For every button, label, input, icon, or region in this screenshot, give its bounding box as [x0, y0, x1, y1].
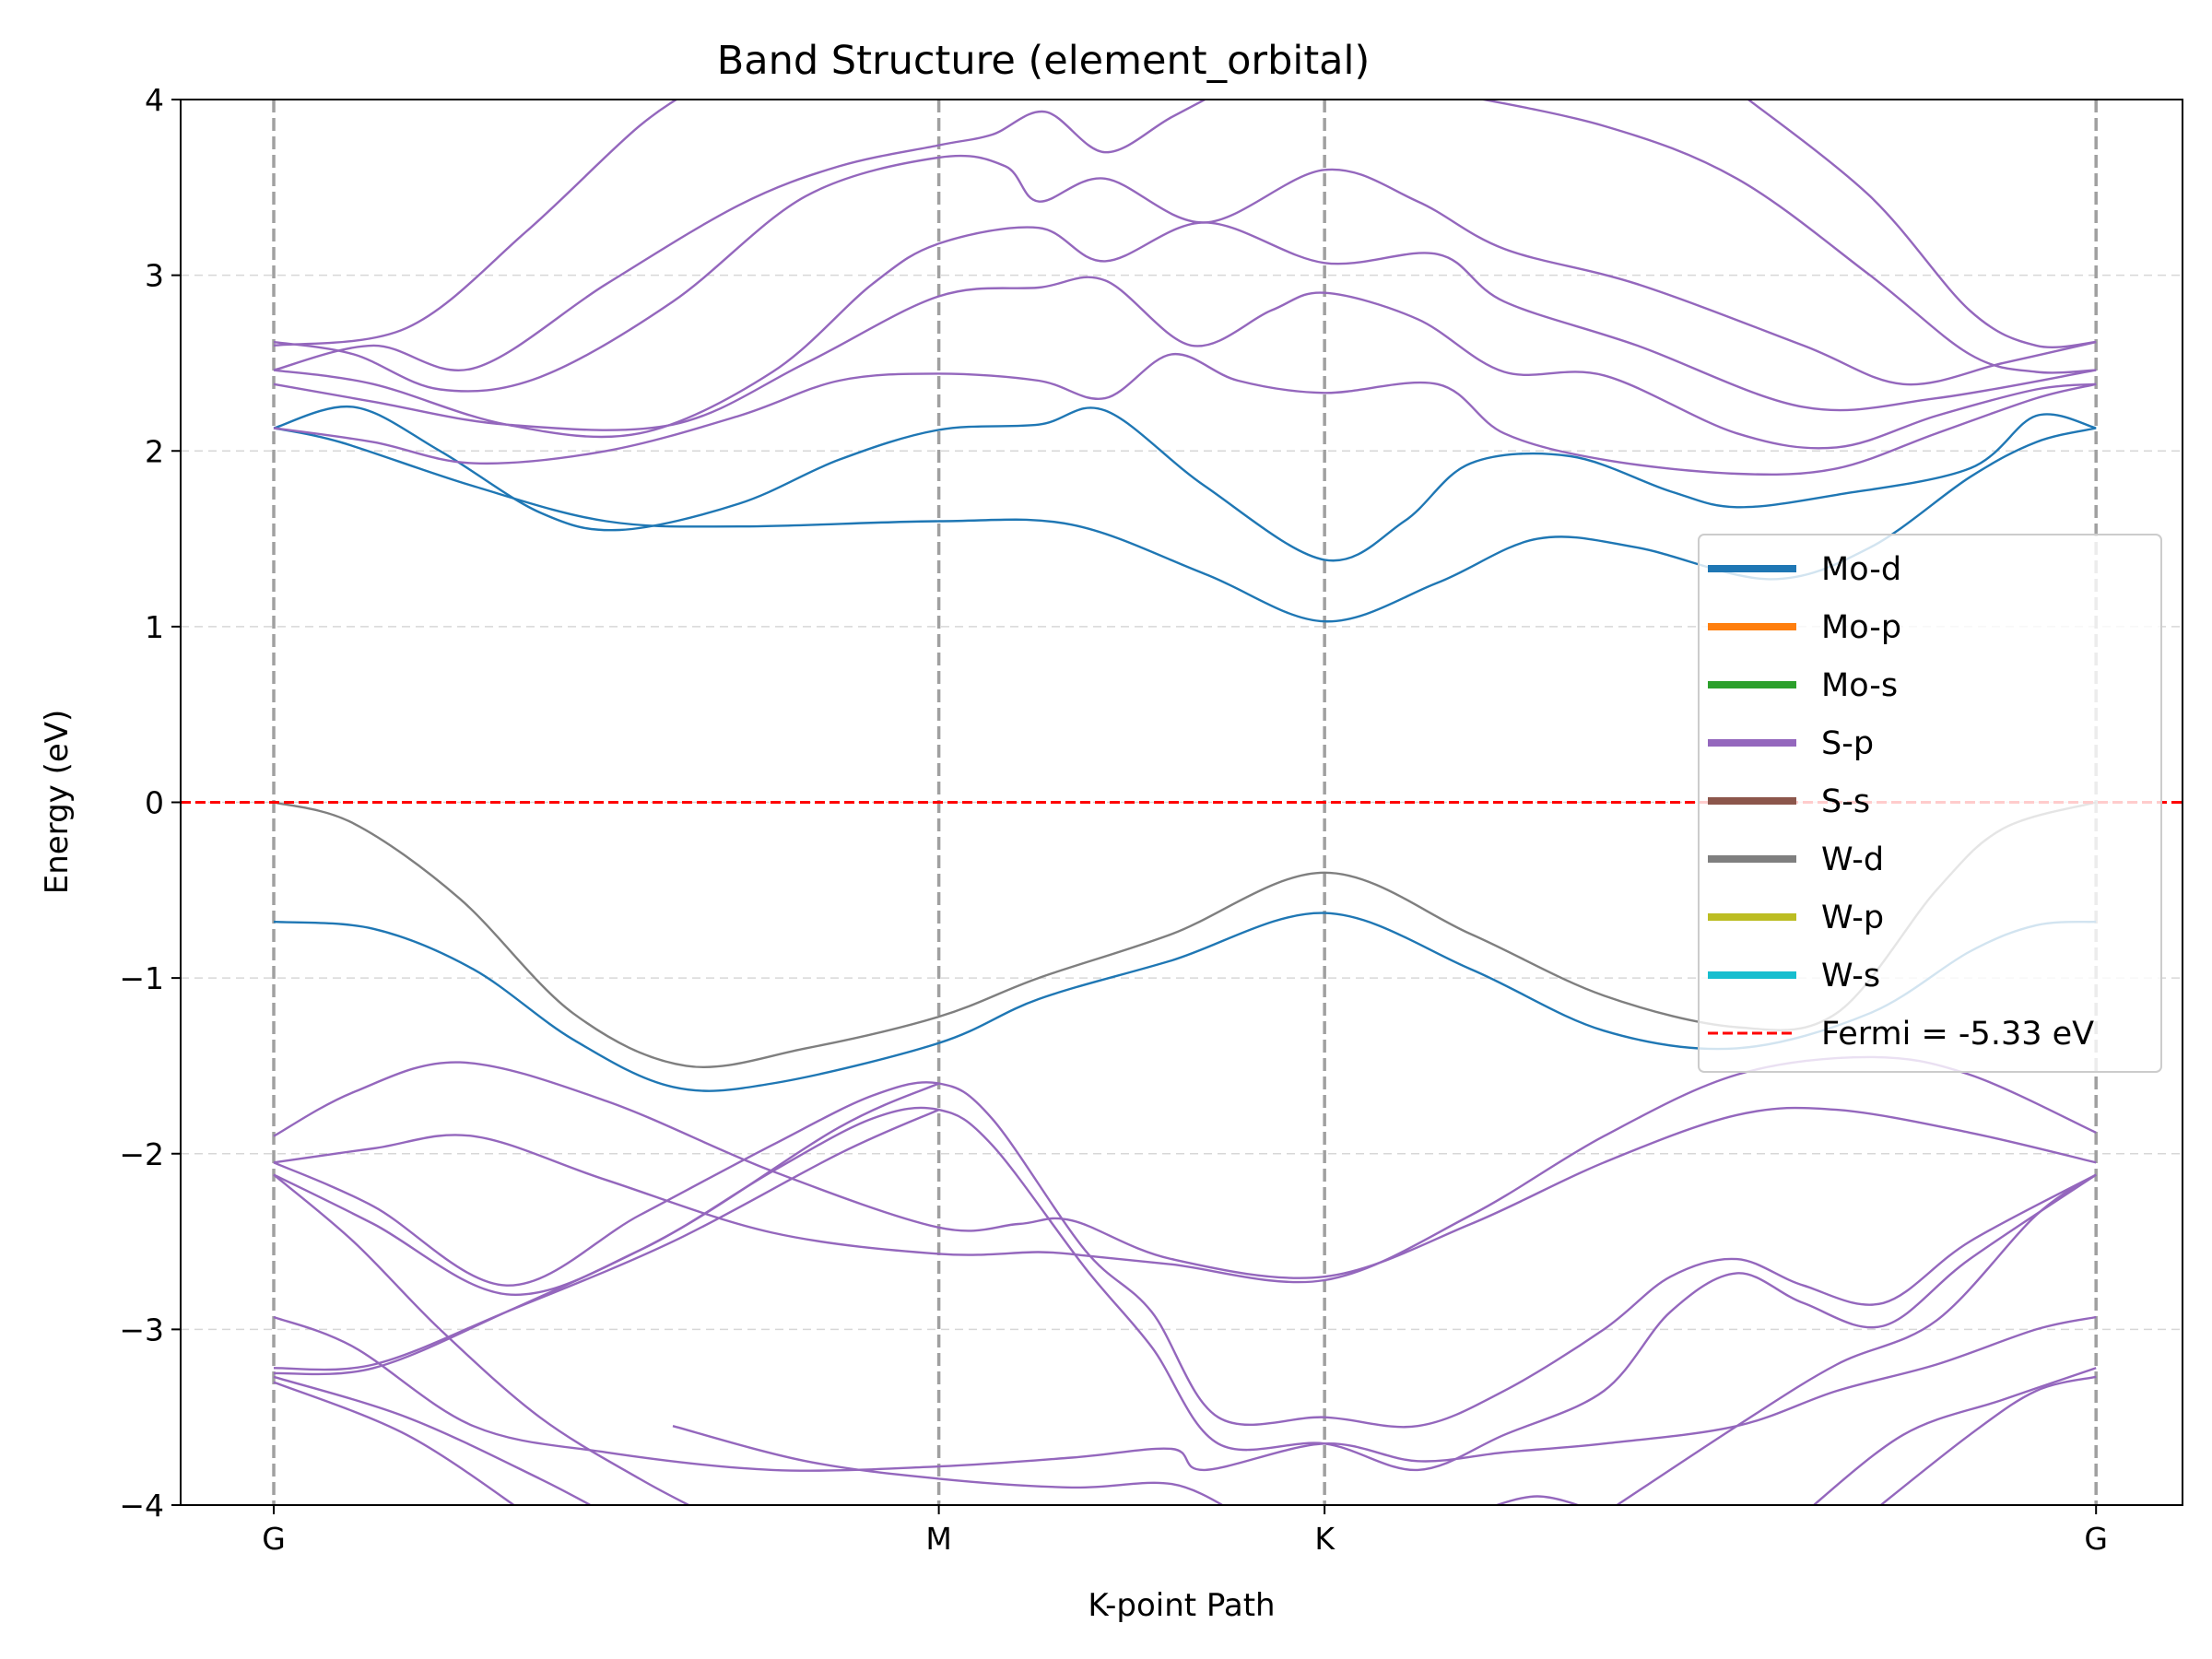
band-line-23 — [1615, 1173, 2097, 1505]
legend-label-0: Mo-d — [1821, 551, 1901, 588]
y-axis-label: Energy (eV) — [39, 710, 76, 895]
y-axis-ticks: −4 −3 −2 −1 0 1 2 3 4 — [119, 82, 181, 1524]
band-line-10 — [1477, 100, 2097, 374]
legend-box — [1698, 534, 2162, 1073]
y-tick-label-4: 0 — [145, 785, 164, 821]
y-tick-label-6: 2 — [145, 433, 164, 469]
band-line-26 — [1493, 1495, 1582, 1505]
band-line-3 — [273, 405, 2097, 562]
band-line-4 — [273, 353, 2097, 477]
chart-title: Band Structure (element_orbital) — [717, 38, 1371, 84]
x-axis-label: K-point Path — [1088, 1587, 1275, 1624]
x-tick-label-0: G — [262, 1521, 286, 1557]
legend-label-8: Fermi = -5.33 eV — [1821, 1016, 2094, 1053]
legend-label-5: W-d — [1821, 841, 1884, 878]
band-line-12 — [273, 1061, 2097, 1279]
band-line-17 — [273, 1315, 2097, 1472]
legend-label-3: S-p — [1821, 725, 1874, 762]
x-tick-label-2: K — [1314, 1521, 1335, 1557]
band-line-22 — [672, 1425, 1225, 1505]
band-line-14 — [273, 1081, 2097, 1429]
band-line-25 — [1878, 1375, 2097, 1505]
band-line-7 — [273, 154, 2097, 393]
y-tick-label-8: 4 — [145, 82, 164, 118]
band-line-19 — [273, 1082, 940, 1376]
y-tick-label-5: 1 — [145, 609, 164, 645]
y-tick-label-3: −1 — [119, 960, 164, 996]
y-tick-label-7: 3 — [145, 258, 164, 294]
band-line-6 — [273, 221, 2097, 439]
legend-label-2: Mo-s — [1821, 667, 1898, 704]
legend: Mo-d Mo-p Mo-s S-p S-s W-d W-p W-s Fermi = -5.33… — [1698, 534, 2162, 1073]
band-line-5 — [273, 276, 2097, 450]
legend-label-6: W-p — [1821, 900, 1884, 936]
band-line-21 — [273, 1381, 516, 1505]
legend-label-4: S-s — [1821, 783, 1870, 820]
y-tick-label-2: −2 — [119, 1136, 164, 1172]
y-tick-label-1: −3 — [119, 1312, 164, 1347]
band-line-20 — [273, 1375, 593, 1505]
y-tick-label-0: −4 — [119, 1488, 164, 1524]
legend-label-7: W-s — [1821, 958, 1880, 994]
band-line-16 — [273, 1173, 691, 1505]
band-line-24 — [1812, 1367, 2097, 1505]
band-line-11 — [1746, 100, 2097, 348]
band-line-8 — [273, 100, 1207, 371]
band-line-18 — [273, 1109, 940, 1371]
legend-label-1: Mo-p — [1821, 609, 1901, 646]
band-line-9 — [273, 100, 679, 347]
x-tick-label-1: M — [925, 1521, 951, 1557]
x-tick-label-3: G — [2084, 1521, 2108, 1557]
